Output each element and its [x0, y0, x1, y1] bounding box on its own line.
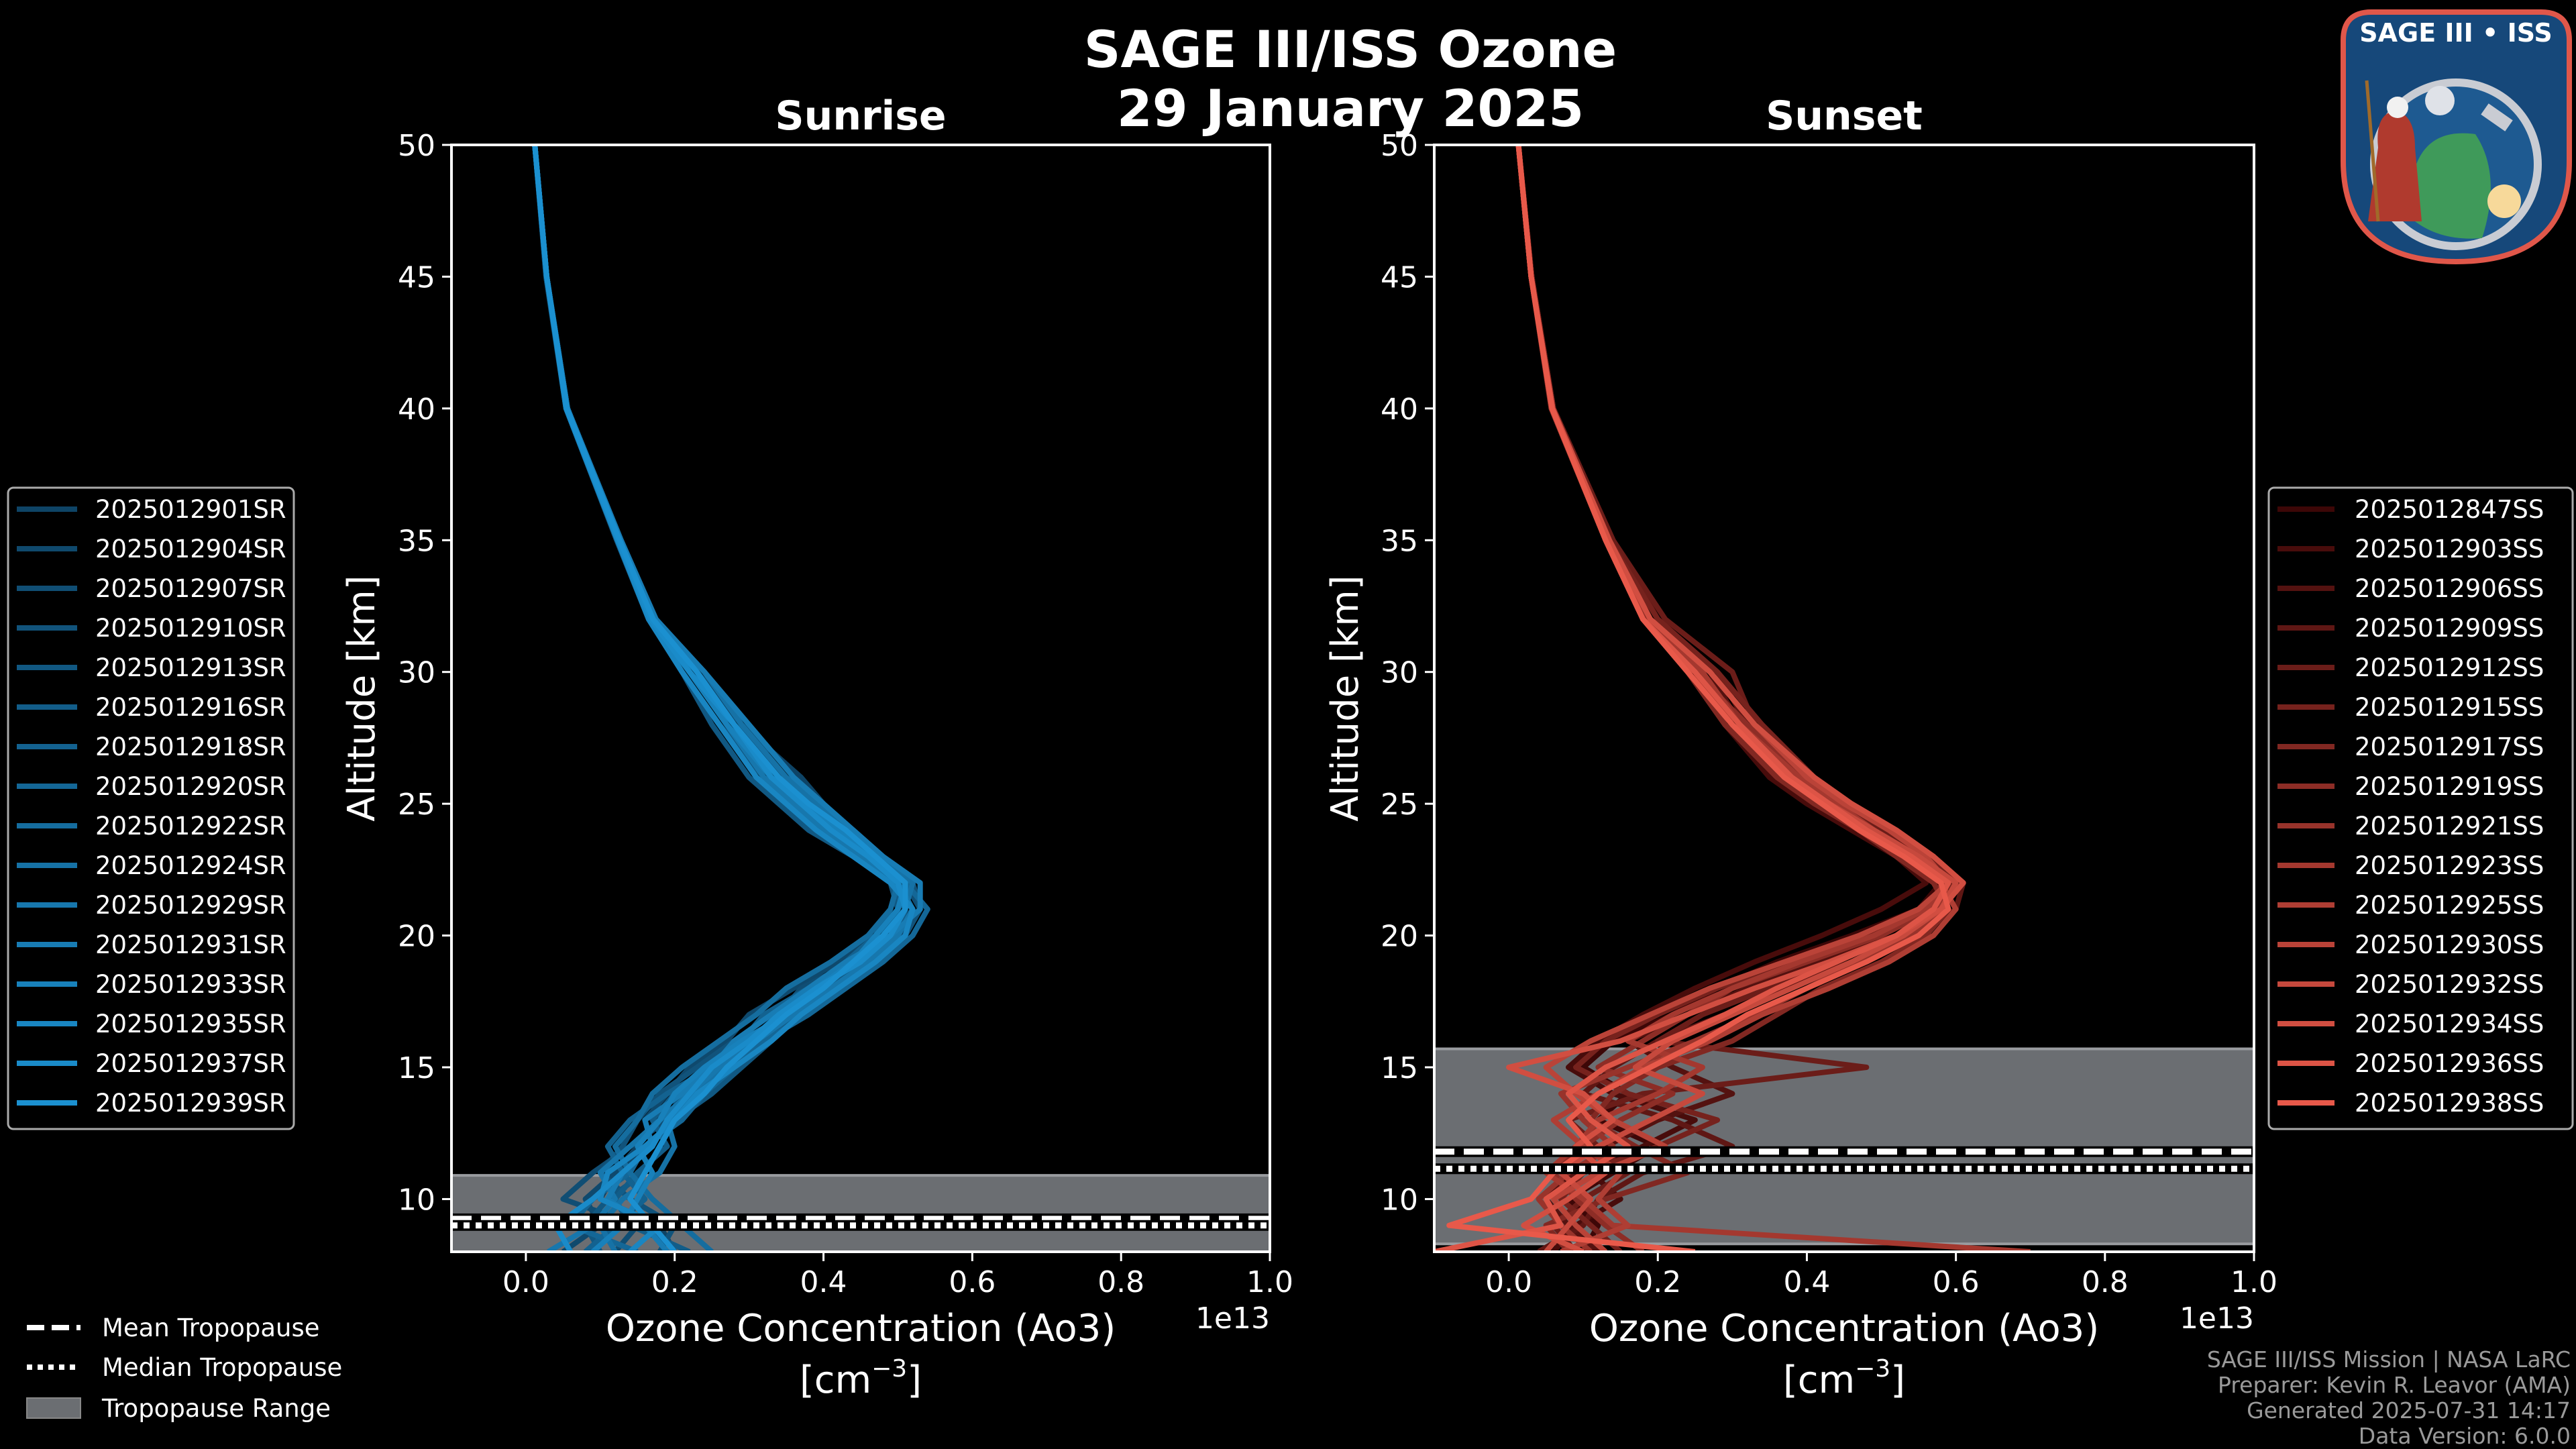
sunset-ytick-label: 25 — [1381, 788, 1418, 822]
sunset-ytick-label: 50 — [1381, 129, 1418, 163]
sunrise-xtick-label: 0.4 — [800, 1265, 847, 1299]
legend-label-2025012938SS: 2025012938SS — [2355, 1089, 2544, 1118]
sunrise-axes-frame — [450, 144, 1271, 1253]
sunset-ylabel: Altitude [km] — [1324, 575, 1367, 821]
sunrise-xtick-label: 0.2 — [651, 1265, 698, 1299]
figure-date: 29 January 2025 — [1117, 78, 1584, 138]
sunrise-ylabel: Altitude [km] — [340, 575, 384, 821]
sunset-ytick-label: 35 — [1381, 524, 1418, 558]
legend-label-2025012935SR: 2025012935SR — [95, 1010, 286, 1038]
sunset-legend: 2025012847SS 2025012903SS 2025012906SS 2025… — [2267, 486, 2574, 1130]
legend-label-2025012930SS: 2025012930SS — [2355, 930, 2544, 959]
sunrise-plot-area — [451, 145, 1270, 1252]
legend-label-2025012929SR: 2025012929SR — [95, 891, 286, 920]
legend-label-2025012932SS: 2025012932SS — [2355, 970, 2544, 999]
profile-line-2025012938SS — [1446, 145, 1951, 1252]
legend-label-2025012922SR: 2025012922SR — [95, 812, 286, 841]
profile-line-2025012931SR — [532, 145, 923, 1252]
sunset-xtick-label: 0.6 — [1933, 1265, 1980, 1299]
legend-label-2025012924SR: 2025012924SR — [95, 851, 286, 880]
sunrise-xtick-label: 1.0 — [1246, 1265, 1293, 1299]
legend-label-2025012931SR: 2025012931SR — [95, 930, 286, 959]
sunset-xtick-label: 0.8 — [2082, 1265, 2129, 1299]
sunset-plot: 0.0 0.2 0.4 0.6 0.8 1.0 10 15 20 25 30 35 40 45 50 — [1381, 129, 2277, 1299]
legend-label-2025012847SS: 2025012847SS — [2355, 495, 2544, 524]
legend-label-2025012937SR: 2025012937SR — [95, 1049, 286, 1078]
sunset-ytick-label: 45 — [1381, 260, 1418, 294]
sunset-xlabel-unit: [cm−3] — [1783, 1355, 1905, 1402]
sunrise-ytick-label: 40 — [398, 392, 435, 427]
legend-label-2025012936SS: 2025012936SS — [2355, 1049, 2544, 1078]
legend-label-2025012917SS: 2025012917SS — [2355, 733, 2544, 761]
sunset-ytick-label: 20 — [1381, 920, 1418, 954]
legend-label-2025012913SR: 2025012913SR — [95, 653, 286, 682]
sunrise-xlabel: Ozone Concentration (Ao3) — [606, 1307, 1116, 1350]
mean-tropopause-label: Mean Tropopause — [102, 1313, 320, 1342]
tropopause-legend: Mean Tropopause Median Tropopause Tropop… — [26, 1313, 342, 1423]
sunrise-ytick-label: 50 — [398, 129, 435, 163]
sage-iii-iss-logo: SAGE III • ISS — [2341, 9, 2572, 265]
sunset-title: Sunset — [1766, 93, 1923, 140]
logo-title: SAGE III • ISS — [2359, 18, 2553, 48]
sunset-xtick-label: 0.4 — [1783, 1265, 1830, 1299]
sunrise-ytick-label: 10 — [398, 1183, 435, 1217]
footer-mission: SAGE III/ISS Mission | NASA LaRC — [2207, 1346, 2571, 1373]
sunset-x-offset-label: 1e13 — [2180, 1301, 2254, 1336]
legend-label-2025012921SS: 2025012921SS — [2355, 812, 2544, 841]
legend-label-2025012939SR: 2025012939SR — [95, 1089, 286, 1118]
footer-preparer: Preparer: Kevin R. Leavor (AMA) — [2218, 1372, 2571, 1398]
footer-generated: Generated 2025-07-31 14:17 — [2247, 1397, 2571, 1424]
tropopause-range-swatch — [26, 1397, 81, 1419]
legend-label-2025012906SS: 2025012906SS — [2355, 574, 2544, 603]
sunrise-ytick-label: 15 — [398, 1051, 435, 1085]
sunrise-ytick-label: 30 — [398, 656, 435, 690]
figure-title: SAGE III/ISS Ozone — [1084, 19, 1617, 79]
sunset-ytick-label: 10 — [1381, 1183, 1418, 1217]
sunrise-xtick-label: 0.6 — [949, 1265, 996, 1299]
sunset-xtick-label: 0.0 — [1485, 1265, 1532, 1299]
sunrise-legend: 2025012901SR 2025012904SR 2025012907SR 2025… — [7, 486, 295, 1130]
sunrise-xtick-label: 0.0 — [502, 1265, 549, 1299]
legend-label-2025012903SS: 2025012903SS — [2355, 535, 2544, 564]
sunset-xtick-label: 0.2 — [1634, 1265, 1681, 1299]
sunrise-plot: 0.0 0.2 0.4 0.6 0.8 1.0 10 15 20 25 30 35 40 45 50 — [398, 129, 1293, 1299]
legend-label-2025012923SS: 2025012923SS — [2355, 851, 2544, 880]
legend-label-2025012910SR: 2025012910SR — [95, 614, 286, 643]
sunrise-x-offset-label: 1e13 — [1195, 1301, 1270, 1336]
sunrise-xlabel-unit: [cm−3] — [800, 1355, 922, 1402]
profile-line-2025012939SR — [532, 145, 908, 1252]
sunset-ytick-label: 15 — [1381, 1051, 1418, 1085]
sunrise-ytick-label: 25 — [398, 788, 435, 822]
legend-label-2025012925SS: 2025012925SS — [2355, 891, 2544, 920]
sunset-axes-frame — [1433, 144, 2255, 1253]
sunrise-title: Sunrise — [775, 93, 946, 140]
legend-label-2025012933SR: 2025012933SR — [95, 970, 286, 999]
legend-label-2025012916SR: 2025012916SR — [95, 693, 286, 722]
legend-label-2025012904SR: 2025012904SR — [95, 535, 286, 564]
sunset-xlabel: Ozone Concentration (Ao3) — [1589, 1307, 2099, 1350]
footer-data-version: Data Version: 6.0.0 — [2359, 1423, 2571, 1449]
sunrise-ytick-label: 35 — [398, 524, 435, 558]
legend-label-2025012901SR: 2025012901SR — [95, 495, 286, 524]
legend-label-2025012909SS: 2025012909SS — [2355, 614, 2544, 643]
sunset-plot-area — [1434, 145, 2254, 1252]
legend-label-2025012920SR: 2025012920SR — [95, 772, 286, 801]
legend-label-2025012934SS: 2025012934SS — [2355, 1010, 2544, 1038]
legend-label-2025012912SS: 2025012912SS — [2355, 653, 2544, 682]
legend-label-2025012918SR: 2025012918SR — [95, 733, 286, 761]
sunset-xtick-label: 1.0 — [2231, 1265, 2277, 1299]
sunset-ytick-label: 40 — [1381, 392, 1418, 427]
sunrise-xtick-label: 0.8 — [1097, 1265, 1144, 1299]
sunset-ytick-label: 30 — [1381, 656, 1418, 690]
legend-label-2025012919SS: 2025012919SS — [2355, 772, 2544, 801]
median-tropopause-label: Median Tropopause — [102, 1353, 342, 1382]
legend-label-2025012915SS: 2025012915SS — [2355, 693, 2544, 722]
legend-label-2025012907SR: 2025012907SR — [95, 574, 286, 603]
sunrise-ytick-label: 45 — [398, 260, 435, 294]
tropopause-range-label: Tropopause Range — [101, 1394, 331, 1423]
profile-line-2025012920SR — [532, 145, 930, 1252]
sunrise-ytick-label: 20 — [398, 920, 435, 954]
